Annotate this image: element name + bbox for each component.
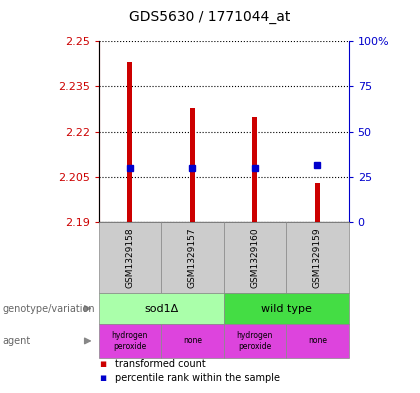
Text: GSM1329159: GSM1329159 xyxy=(313,227,322,288)
Bar xyxy=(252,117,257,222)
Text: hydrogen
peroxide: hydrogen peroxide xyxy=(237,331,273,351)
Text: sod1Δ: sod1Δ xyxy=(144,303,178,314)
Text: ◾: ◾ xyxy=(99,358,106,369)
Text: GSM1329158: GSM1329158 xyxy=(126,227,134,288)
Bar xyxy=(315,183,320,222)
Text: GSM1329160: GSM1329160 xyxy=(250,227,260,288)
Text: genotype/variation: genotype/variation xyxy=(2,303,95,314)
Text: none: none xyxy=(183,336,202,345)
Text: percentile rank within the sample: percentile rank within the sample xyxy=(116,373,281,384)
Bar xyxy=(127,62,132,222)
Bar xyxy=(190,108,195,222)
Text: GSM1329157: GSM1329157 xyxy=(188,227,197,288)
Text: transformed count: transformed count xyxy=(116,358,206,369)
Text: hydrogen
peroxide: hydrogen peroxide xyxy=(112,331,148,351)
Text: agent: agent xyxy=(2,336,30,346)
Text: none: none xyxy=(308,336,327,345)
Text: wild type: wild type xyxy=(261,303,312,314)
Text: GDS5630 / 1771044_at: GDS5630 / 1771044_at xyxy=(129,10,291,24)
Text: ◾: ◾ xyxy=(99,373,106,384)
